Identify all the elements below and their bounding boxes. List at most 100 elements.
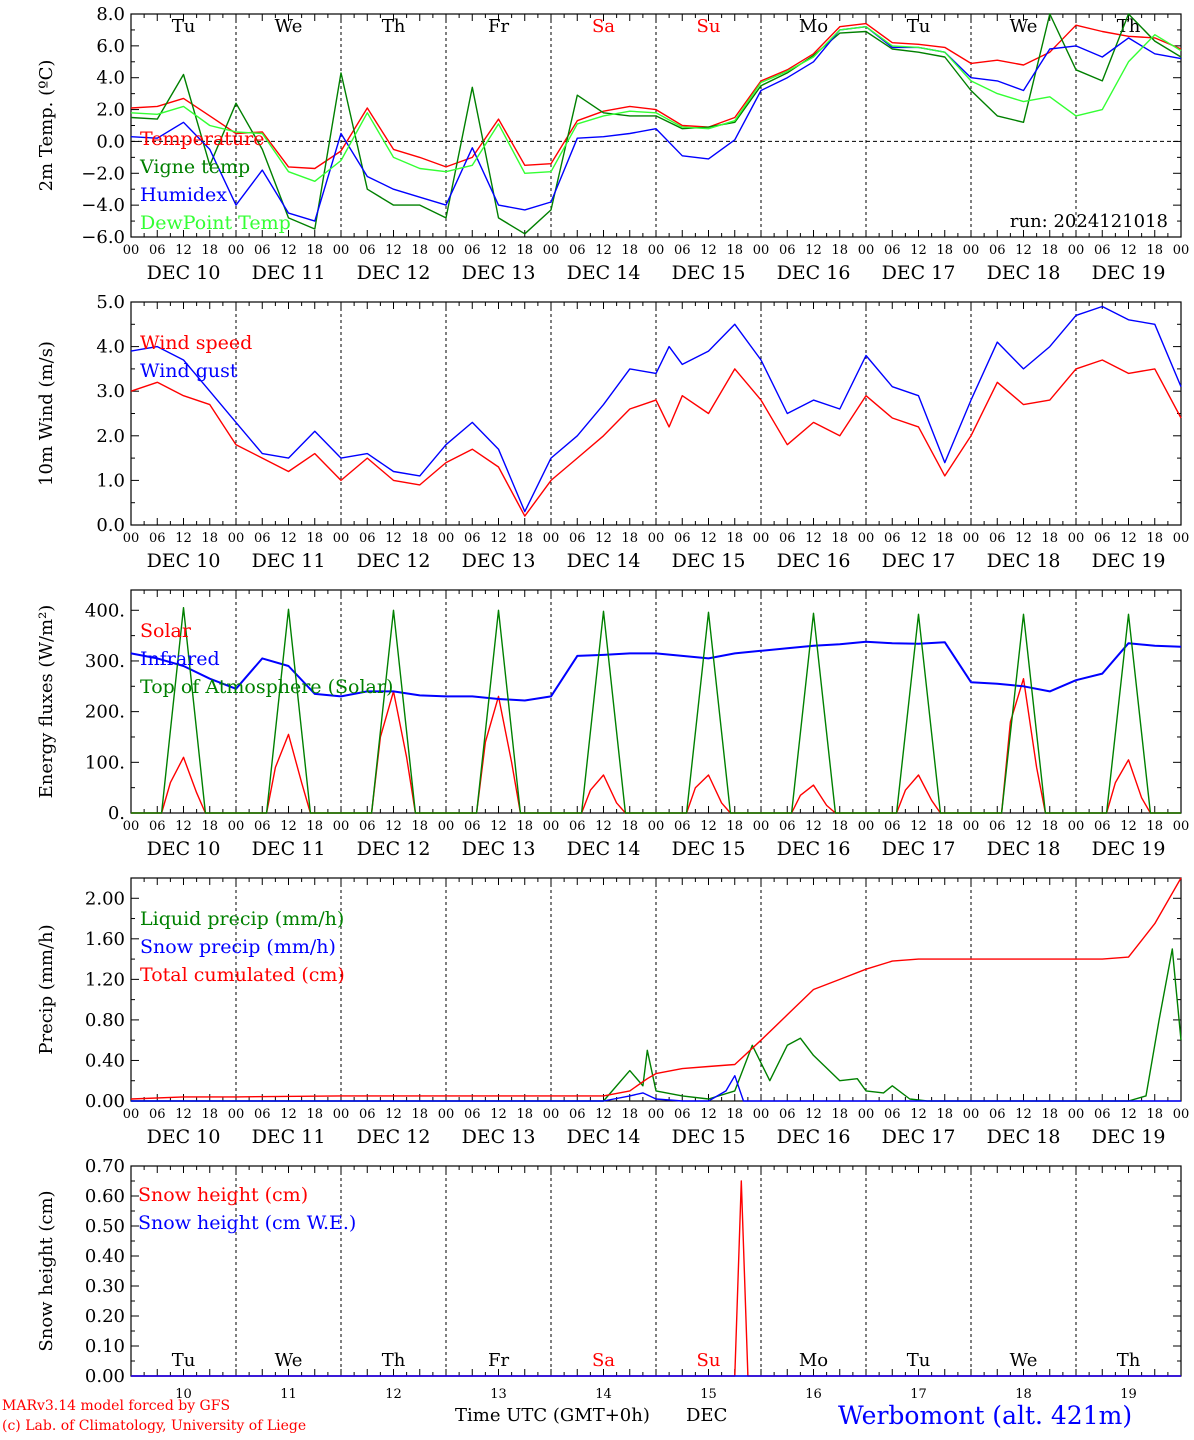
- series-line-wind-speed: [130, 359, 1182, 517]
- day-number-label: 17: [910, 1387, 927, 1402]
- x-hour-label: 18: [726, 531, 743, 546]
- model-credit: MARv3.14 model forced by GFS: [2, 1398, 231, 1414]
- x-hour-label: 00: [228, 531, 245, 546]
- legend-entry: Total cumulated (cm): [140, 964, 345, 986]
- day-number-label: 18: [1015, 1387, 1032, 1402]
- x-hour-label: 18: [306, 819, 323, 834]
- y-tick-label: 1.60: [85, 929, 125, 950]
- x-hour-label: 18: [1041, 1107, 1058, 1122]
- legend-entry: Wind gust: [140, 360, 238, 382]
- legend-entry: Temperature: [140, 128, 264, 150]
- x-hour-label: 00: [228, 819, 245, 834]
- legend-entry: Top of Atmosphere (Solar): [140, 676, 393, 698]
- day-abbr-label: Mo: [799, 16, 828, 37]
- x-date-label: DEC 13: [462, 550, 536, 572]
- x-date-label: DEC 19: [1092, 838, 1166, 860]
- panel-5: 0.70 0.60 0.50 0.40 0.30 0.20 0.10 0.00 Snow hei…: [36, 1156, 1182, 1402]
- plot-frame: [130, 589, 1182, 814]
- day-number-label: 19: [1120, 1387, 1137, 1402]
- x-hour-label: 18: [306, 531, 323, 546]
- series-line-humidex: [130, 26, 1182, 222]
- x-hour-label: 18: [516, 1107, 533, 1122]
- x-hour-label: 00: [648, 819, 665, 834]
- x-hour-label: 06: [674, 819, 691, 834]
- plot-frame: [130, 13, 1182, 238]
- x-hour-label: 12: [175, 243, 192, 258]
- y-tick-label: 300.: [85, 651, 125, 672]
- day-abbr-label: Tu: [172, 1350, 196, 1371]
- x-date-label: DEC 17: [882, 550, 956, 572]
- x-hour-label: 18: [831, 243, 848, 258]
- y-tick-label: 3.0: [96, 381, 125, 402]
- x-hour-label: 00: [228, 1107, 245, 1122]
- x-hour-label: 12: [595, 819, 612, 834]
- x-hour-label: 12: [490, 1107, 507, 1122]
- y-tick-label: 2.0: [96, 426, 125, 447]
- x-hour-label: 18: [201, 531, 218, 546]
- x-hour-label: 12: [280, 819, 297, 834]
- y-axis-label: 10m Wind (m/s): [36, 341, 57, 486]
- x-hour-label: 00: [1173, 1107, 1190, 1122]
- x-hour-label: 12: [1015, 819, 1032, 834]
- x-hour-label: 12: [1120, 243, 1137, 258]
- series-line-wind-gust: [130, 305, 1182, 513]
- x-hour-label: 06: [464, 1107, 481, 1122]
- x-date-label: DEC 15: [672, 838, 746, 860]
- x-date-label: DEC 16: [777, 838, 851, 860]
- x-hour-label: 06: [359, 1107, 376, 1122]
- day-abbr-label: We: [1010, 1350, 1038, 1371]
- x-hour-label: 00: [1173, 243, 1190, 258]
- y-tick-label: −2.0: [81, 163, 125, 184]
- y-tick-label: −4.0: [81, 195, 125, 216]
- x-date-label: DEC 14: [567, 262, 641, 284]
- x-hour-label: 00: [228, 243, 245, 258]
- x-hour-label: 12: [385, 1107, 402, 1122]
- x-hour-label: 00: [438, 531, 455, 546]
- x-hour-label: 00: [543, 819, 560, 834]
- x-date-label: DEC 11: [252, 262, 326, 284]
- x-hour-label: 06: [989, 243, 1006, 258]
- y-tick-label: 1.0: [96, 470, 125, 491]
- x-hour-label: 06: [674, 243, 691, 258]
- x-hour-label: 00: [1068, 243, 1085, 258]
- day-abbr-label: Su: [697, 1350, 721, 1371]
- x-hour-label: 18: [831, 531, 848, 546]
- x-date-label: DEC 16: [777, 1126, 851, 1148]
- y-tick-label: 0.00: [85, 1091, 125, 1112]
- y-axis-label: Precip (mm/h): [36, 924, 57, 1054]
- x-hour-label: 12: [700, 819, 717, 834]
- x-hour-label: 12: [595, 243, 612, 258]
- x-hour-label: 12: [595, 1107, 612, 1122]
- x-hour-label: 12: [700, 531, 717, 546]
- x-hour-label: 06: [989, 531, 1006, 546]
- y-axis-label: 2m Temp. (ºC): [36, 60, 57, 192]
- x-hour-label: 12: [1120, 531, 1137, 546]
- x-hour-label: 18: [1041, 531, 1058, 546]
- x-hour-label: 12: [910, 1107, 927, 1122]
- x-hour-label: 06: [464, 531, 481, 546]
- x-hour-label: 00: [858, 1107, 875, 1122]
- y-tick-label: 6.0: [96, 36, 125, 57]
- y-tick-label: 0.0: [96, 515, 125, 536]
- x-hour-label: 12: [1015, 1107, 1032, 1122]
- day-abbr-label: Tu: [907, 1350, 931, 1371]
- x-hour-label: 12: [1015, 243, 1032, 258]
- x-hour-label: 00: [858, 243, 875, 258]
- x-hour-label: 18: [411, 1107, 428, 1122]
- day-number-label: 12: [385, 1387, 402, 1402]
- legend-entry: Liquid precip (mm/h): [140, 908, 344, 930]
- x-hour-label: 00: [963, 819, 980, 834]
- x-hour-label: 18: [936, 243, 953, 258]
- x-hour-label: 00: [438, 819, 455, 834]
- x-hour-label: 06: [989, 819, 1006, 834]
- legend-entry: Snow precip (mm/h): [140, 936, 336, 958]
- x-hour-label: 12: [175, 1107, 192, 1122]
- x-hour-label: 00: [648, 531, 665, 546]
- x-date-label: DEC 10: [147, 262, 221, 284]
- day-abbr-label: Fr: [488, 16, 509, 37]
- x-hour-label: 12: [805, 243, 822, 258]
- y-axis-label: Energy fluxes (W/m²): [36, 605, 57, 799]
- day-abbr-label: We: [275, 1350, 303, 1371]
- x-hour-label: 06: [149, 819, 166, 834]
- x-hour-label: 06: [254, 243, 271, 258]
